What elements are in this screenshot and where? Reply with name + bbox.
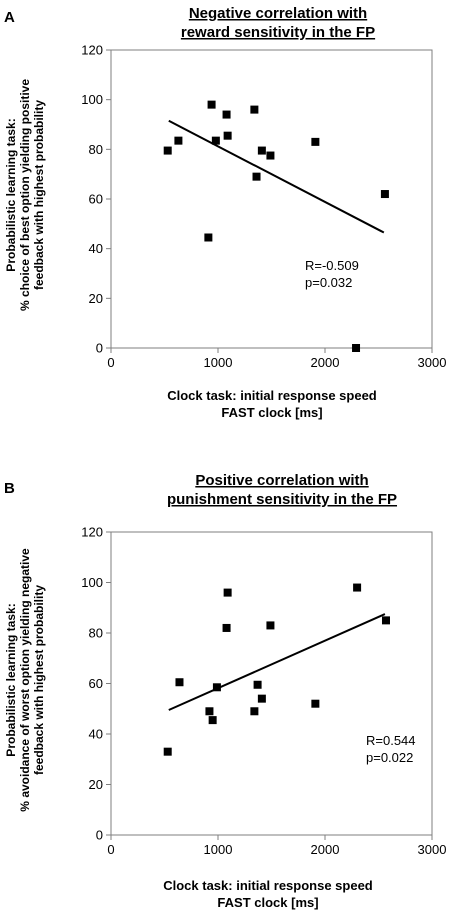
x-tick-label: 0: [107, 842, 114, 857]
y-tick-label: 0: [96, 341, 103, 356]
y-axis-label-line-2: % choice of best option yielding positiv…: [18, 79, 32, 311]
data-point: [252, 172, 261, 181]
data-point: [381, 616, 390, 625]
trend-line: [168, 613, 386, 711]
x-axis-label-line-1: Clock task: initial response speed: [163, 878, 373, 893]
y-axis-label-line-3: feedback with highest probability: [32, 100, 46, 290]
chart-title-line-1: Positive correlation with: [195, 472, 368, 489]
x-tick-label: 1000: [204, 842, 233, 857]
data-point: [175, 678, 184, 687]
y-tick-label: 100: [81, 575, 103, 590]
data-point: [353, 583, 362, 592]
data-point: [222, 110, 231, 119]
correlation-r-annotation: R=0.544: [366, 733, 416, 748]
panel-label: A: [4, 9, 15, 26]
data-point: [352, 344, 361, 352]
chart-title-line-2: punishment sensitivity in the FP: [167, 491, 397, 508]
y-tick-label: 80: [89, 142, 103, 157]
data-point: [207, 100, 216, 109]
x-tick-label: 2000: [311, 355, 340, 370]
panel-b: B Positive correlation with punishment s…: [0, 455, 454, 910]
data-point: [266, 151, 275, 160]
data-point: [257, 694, 266, 703]
y-tick-label: 40: [89, 727, 103, 742]
chart-title-line-2: reward sensitivity in the FP: [181, 24, 375, 41]
data-point: [212, 683, 221, 692]
data-point: [311, 137, 320, 146]
x-axis-label-line-2: FAST clock [ms]: [221, 405, 322, 420]
data-point: [223, 131, 232, 140]
trend-line: [168, 119, 385, 234]
x-tick-label: 3000: [418, 355, 447, 370]
x-axis-label-line-1: Clock task: initial response speed: [167, 388, 377, 403]
x-tick-label: 3000: [418, 842, 447, 857]
y-tick-label: 60: [89, 192, 103, 207]
chart-title-line-1: Negative correlation with: [189, 5, 367, 22]
data-point: [266, 621, 275, 630]
scatter-chart-b: B Positive correlation with punishment s…: [4, 472, 447, 910]
y-tick-label: 80: [89, 626, 103, 641]
y-tick-label: 120: [81, 525, 103, 540]
y-axis-label-line-2: % avoidance of worst option yielding neg…: [18, 548, 32, 812]
data-point: [204, 233, 213, 242]
y-tick-label: 20: [89, 777, 103, 792]
data-point: [163, 146, 172, 155]
data-point: [253, 680, 262, 689]
y-tick-label: 100: [81, 92, 103, 107]
data-point: [222, 623, 231, 632]
data-point: [223, 588, 232, 597]
y-axis-label-line-3: feedback with highest probability: [32, 585, 46, 775]
panel-label: B: [4, 480, 15, 497]
data-point: [250, 707, 259, 716]
x-tick-label: 2000: [311, 842, 340, 857]
x-axis-label-line-2: FAST clock [ms]: [217, 895, 318, 910]
y-axis-label-line-1: Probabilistic learning task:: [4, 118, 18, 271]
plot-area-border: [110, 49, 433, 349]
data-point: [211, 136, 220, 145]
data-point: [311, 699, 320, 708]
y-tick-label: 0: [96, 828, 103, 843]
y-tick-label: 60: [89, 676, 103, 691]
x-tick-label: 1000: [204, 355, 233, 370]
x-tick-label: 0: [107, 355, 114, 370]
data-point: [257, 146, 266, 155]
y-tick-label: 120: [81, 43, 103, 58]
scatter-chart-a: A Negative correlation with reward sensi…: [4, 5, 447, 420]
data-point: [250, 105, 259, 114]
correlation-p-annotation: p=0.022: [366, 750, 413, 765]
correlation-p-annotation: p=0.032: [305, 275, 352, 290]
y-tick-label: 20: [89, 291, 103, 306]
panel-a: A Negative correlation with reward sensi…: [0, 0, 454, 455]
plot-area-border: [110, 531, 433, 836]
data-point: [174, 136, 183, 145]
y-axis-label-line-1: Probabilistic learning task:: [4, 603, 18, 756]
data-point: [380, 190, 389, 199]
y-tick-label: 40: [89, 241, 103, 256]
data-point: [208, 716, 217, 725]
correlation-r-annotation: R=-0.509: [305, 258, 359, 273]
data-point: [205, 707, 214, 716]
data-point: [163, 747, 172, 756]
